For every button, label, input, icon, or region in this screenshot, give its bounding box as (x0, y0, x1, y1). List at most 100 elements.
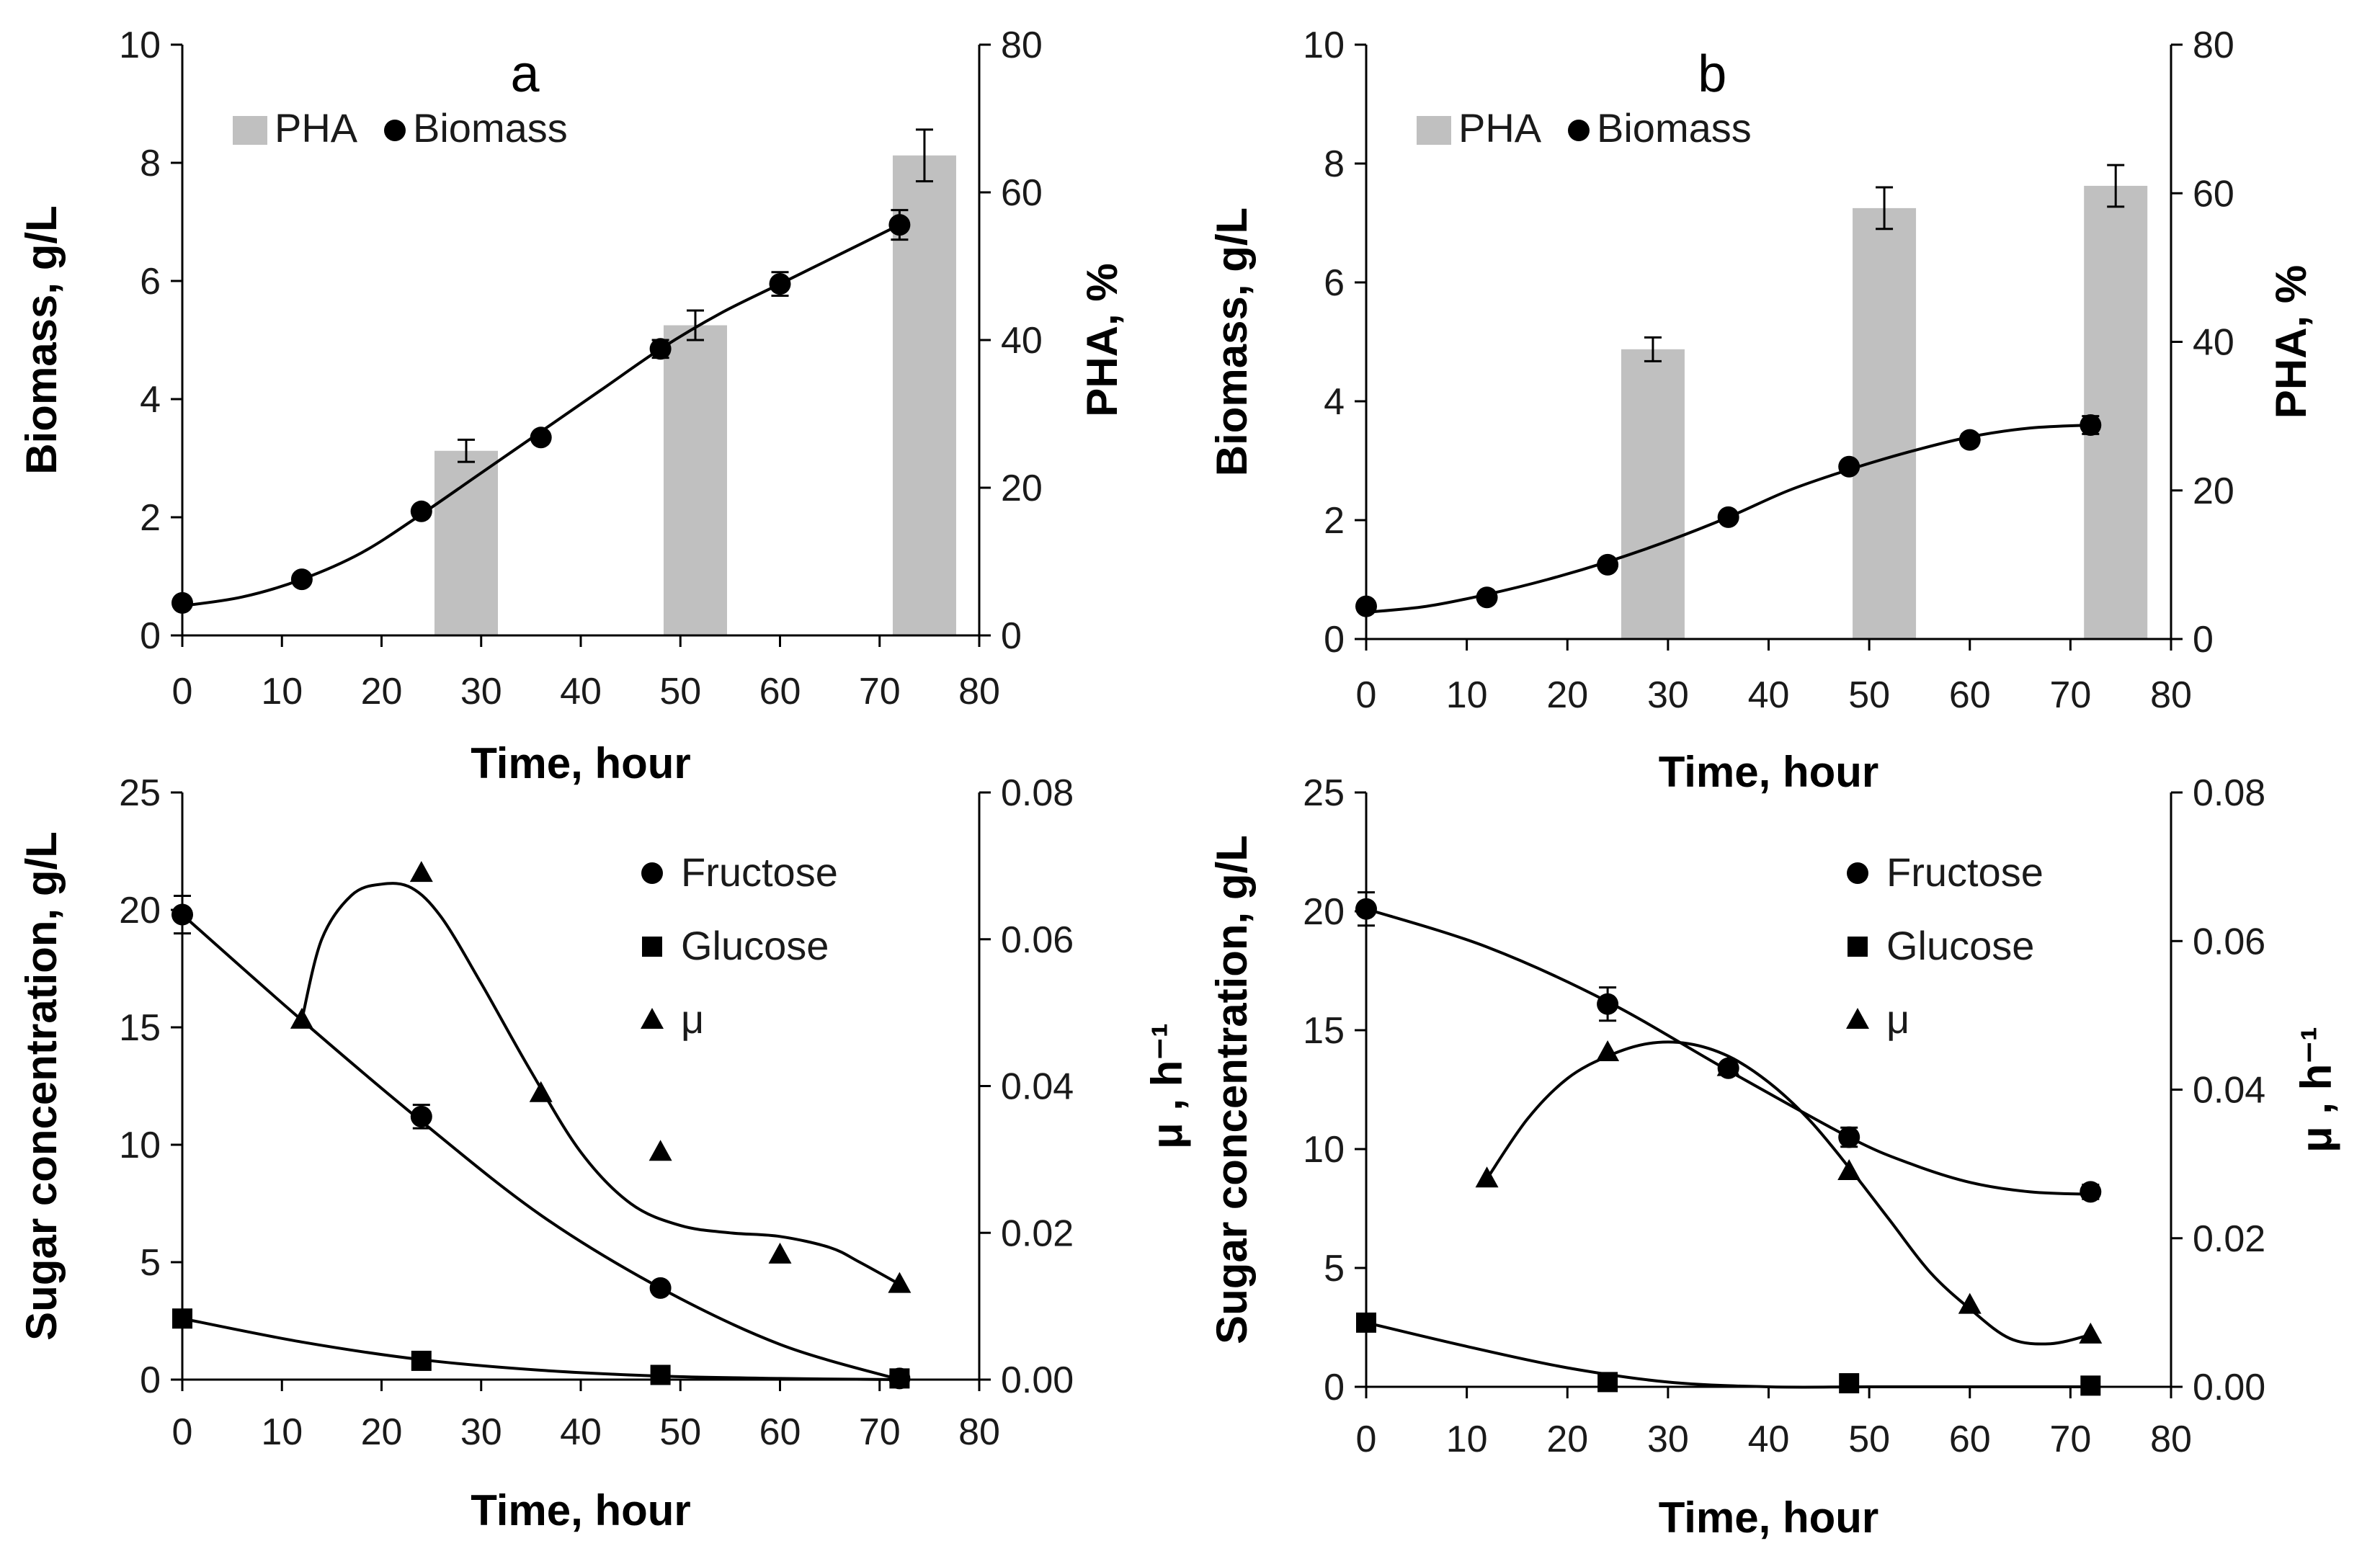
y-tick-label-left: 0 (140, 1359, 161, 1401)
y-tick-label-left: 0 (1324, 619, 1345, 661)
biomass-point (530, 426, 552, 449)
y-axis-label-left: Biomass, g/L (1208, 207, 1256, 476)
x-tick-label: 40 (1748, 1419, 1790, 1460)
y-tick-label-left: 15 (1303, 1010, 1345, 1052)
series-point-square (1839, 1373, 1860, 1394)
series-point-circle (1838, 1126, 1860, 1148)
y-tick-label-left: 25 (119, 772, 161, 814)
legend-marker-circle (1847, 862, 1868, 884)
legend-marker-circle (641, 862, 663, 884)
x-tick-label: 40 (560, 671, 602, 713)
y-tick-label-right: 20 (1001, 468, 1043, 509)
x-tick-label: 80 (958, 1411, 1000, 1453)
y-tick-label-left: 8 (1324, 143, 1345, 185)
y-tick-label-left: 6 (1324, 262, 1345, 304)
y-tick-label-left: 2 (140, 497, 161, 539)
y-tick-label-left: 5 (140, 1242, 161, 1284)
legend-label: μ (681, 996, 704, 1042)
x-tick-label: 50 (659, 1411, 701, 1453)
series-point-triangle (768, 1242, 792, 1264)
series-point-square (889, 1368, 910, 1389)
y-tick-label-left: 5 (1324, 1248, 1345, 1290)
series-point-square (172, 1308, 192, 1329)
biomass-point (1958, 429, 1981, 451)
x-tick-label: 70 (2049, 1419, 2091, 1460)
legend-biomass-label: Biomass (1597, 105, 1752, 151)
legend-marker-square (1848, 937, 1868, 957)
pha-bar (1621, 349, 1685, 639)
series-point-triangle (290, 1007, 313, 1029)
pha-bar (434, 450, 499, 635)
series-point-circle (171, 903, 193, 926)
legend-biomass-marker (384, 120, 406, 141)
y-tick-label-right: 0.02 (2193, 1218, 2265, 1260)
y-tick-label-right: 40 (2193, 322, 2234, 364)
x-tick-label: 30 (1647, 1419, 1689, 1460)
x-tick-label: 60 (759, 671, 801, 713)
y-tick-label-right: 0.06 (1001, 919, 1074, 961)
y-tick-label-right: 0.08 (2193, 772, 2265, 814)
x-tick-label: 10 (1446, 674, 1488, 716)
y-axis-label-right: PHA, % (2267, 265, 2315, 419)
legend-marker-triangle (641, 1008, 664, 1029)
series-point-circle (410, 1105, 432, 1127)
y-tick-label-left: 0 (140, 615, 161, 657)
y-tick-label-right: 20 (2193, 470, 2234, 512)
series-point-circle (2080, 1181, 2102, 1203)
series-point-circle (1597, 993, 1619, 1015)
y-axis-label-left: Sugar concentration, g/L (1208, 835, 1256, 1344)
series-point-triangle (649, 1140, 672, 1161)
x-tick-label: 20 (361, 1411, 403, 1453)
x-tick-label: 20 (361, 671, 403, 713)
series-point-triangle (1958, 1292, 1982, 1314)
y-tick-label-right: 0.02 (1001, 1212, 1074, 1254)
y-tick-label-right: 0.08 (1001, 772, 1074, 814)
series-line-0 (1365, 907, 2091, 1196)
y-tick-label-right: 0.04 (2193, 1070, 2265, 1112)
y-tick-label-left: 6 (140, 261, 161, 303)
series-point-square (2080, 1375, 2101, 1396)
y-tick-label-right: 0.00 (1001, 1359, 1074, 1401)
biomass-point (290, 568, 313, 591)
x-tick-label: 30 (1647, 674, 1689, 716)
y-tick-label-right: 0.06 (2193, 921, 2265, 962)
y-axis-label-right: μ , h⁻¹ (2292, 1027, 2340, 1153)
y-tick-label-left: 10 (119, 24, 161, 66)
chart-panel-a-bottom: 0 10 20 30 40 50 60 70 80 0 5 10 15 20 25 0.00 0.02 0.04 0… (17, 772, 1191, 1535)
x-tick-label: 10 (261, 1411, 303, 1453)
biomass-point (2080, 414, 2102, 436)
y-axis-label-right: μ , h⁻¹ (1143, 1023, 1191, 1149)
series-point-triangle (1837, 1158, 1861, 1180)
x-tick-label: 70 (2049, 674, 2091, 716)
legend-label: Fructose (1886, 849, 2043, 895)
series-point-square (411, 1350, 432, 1371)
biomass-point (1597, 553, 1619, 576)
x-tick-label: 0 (172, 1411, 193, 1453)
y-tick-label-left: 0 (1324, 1367, 1345, 1408)
y-tick-label-left: 20 (119, 890, 161, 932)
x-axis-label: Time, hour (471, 739, 691, 787)
x-tick-label: 60 (1949, 674, 1991, 716)
series-point-triangle (409, 861, 433, 883)
pha-bar (1853, 207, 1917, 639)
y-axis-label-left: Biomass, g/L (17, 205, 66, 474)
x-tick-label: 80 (958, 671, 1000, 713)
x-tick-label: 50 (1848, 674, 1890, 716)
x-axis-label: Time, hour (1659, 1493, 1879, 1542)
series-point-circle (1355, 898, 1377, 920)
x-tick-label: 50 (659, 671, 701, 713)
biomass-point (410, 500, 432, 522)
legend-label: Glucose (681, 923, 829, 968)
biomass-point (1717, 506, 1739, 528)
chart-panel-b-bottom: 0 10 20 30 40 50 60 70 80 0 5 10 15 20 25 0.00 0.02 0.04 0… (1208, 772, 2340, 1542)
legend-pha-swatch (233, 116, 267, 145)
x-axis-label: Time, hour (471, 1486, 691, 1535)
series-point-triangle (888, 1272, 912, 1293)
x-tick-label: 40 (560, 1411, 602, 1453)
y-tick-label-left: 10 (119, 1125, 161, 1166)
legend-biomass-marker (1568, 120, 1590, 141)
x-tick-label: 10 (1446, 1419, 1488, 1460)
y-tick-label-right: 40 (1001, 320, 1043, 362)
y-axis-label-left: Sugar concentration, g/L (17, 831, 66, 1341)
x-tick-label: 30 (460, 671, 502, 713)
